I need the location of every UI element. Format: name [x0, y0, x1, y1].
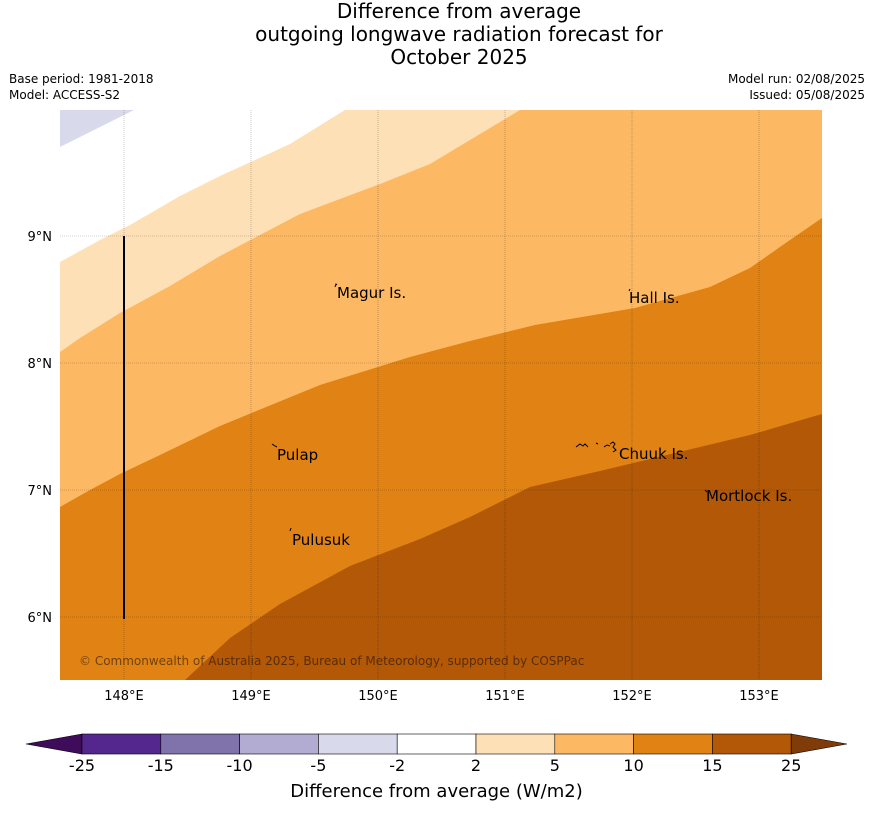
hall-island-shape [628, 288, 631, 292]
lon-tick-label: 153°E [739, 689, 779, 704]
island-outlines [271, 283, 708, 532]
place-label: Chuuk Is. [619, 445, 688, 463]
colorbar-bin [475, 733, 556, 755]
lat-axis: 9°N 8°N 7°N 6°N [28, 230, 53, 626]
colorbar-tick-label: 15 [702, 756, 723, 775]
title-line-3: October 2025 [390, 45, 528, 69]
lon-tick-label: 150°E [358, 689, 398, 704]
meta-right: Model run: 02/08/2025 Issued: 05/08/2025 [728, 71, 865, 103]
colorbar-bin [160, 733, 240, 755]
colorbar-tick-label: 2 [470, 756, 482, 775]
meta-left: Base period: 1981-2018 Model: ACCESS-S2 [9, 71, 154, 103]
lon-axis: 148°E 149°E 150°E 151°E 152°E 153°E [104, 689, 779, 704]
colorbar-bin [318, 733, 398, 755]
colorbar-tick-label: 5 [549, 756, 560, 775]
place-label: Hall Is. [629, 289, 680, 307]
place-label: Mortlock Is. [706, 487, 792, 505]
colorbar-bin [81, 733, 162, 755]
map-title: Difference from average outgoing longwav… [0, 0, 873, 69]
colorbar-tick-label: -25 [68, 756, 96, 775]
issued-date: Issued: 05/08/2025 [749, 88, 865, 102]
place-labels: Magur Is. Hall Is. Pulap Chuuk Is. Mortl… [277, 284, 792, 549]
colorbar [25, 733, 848, 755]
lat-tick-label: 7°N [28, 484, 53, 499]
colorbar-label: Difference from average (W/m2) [290, 781, 583, 802]
band-slightly-negative [60, 110, 134, 147]
colorbar-bin [554, 733, 634, 755]
band-15-to-25 [185, 414, 822, 680]
lat-tick-label: 9°N [28, 230, 53, 245]
colorbar-tick-labels: -25 -15 -10 -5 -2 2 5 10 15 25 [0, 756, 873, 778]
lat-tick-label: 6°N [28, 611, 53, 626]
colorbar-tick-label: -15 [147, 756, 174, 775]
colorbar-bin [396, 733, 477, 755]
colorbar-extend-low [25, 733, 83, 755]
colorbar-tick-label: -10 [226, 756, 253, 775]
colorbar-tick-label: -5 [310, 756, 327, 775]
lon-tick-label: 152°E [612, 689, 652, 704]
chuuk-island-shape [575, 441, 617, 453]
colorbar-bin [633, 733, 713, 755]
lon-tick-label: 149°E [231, 689, 271, 704]
colorbar-tick-label: -2 [389, 756, 406, 775]
base-period: Base period: 1981-2018 [9, 72, 154, 86]
place-label: Pulusuk [292, 531, 350, 549]
place-label: Magur Is. [337, 284, 406, 302]
lat-tick-label: 8°N [28, 357, 53, 372]
pulusuk-island-shape [289, 527, 292, 532]
colorbar-tick-label: 25 [781, 756, 802, 775]
place-label: Pulap [277, 446, 318, 464]
model-name: Model: ACCESS-S2 [9, 88, 121, 102]
lon-tick-label: 151°E [485, 689, 525, 704]
pulap-island-shape [271, 443, 278, 448]
colorbar-tick-label: 10 [623, 756, 644, 775]
anomaly-field: © Commonwealth of Australia 2025, Bureau… [60, 110, 822, 680]
magur-island-shape [334, 283, 338, 288]
colorbar-extend-high [790, 733, 848, 755]
colorbar-bin [239, 733, 319, 755]
title-line-2: outgoing longwave radiation forecast for [255, 22, 663, 46]
title-line-1: Difference from average [336, 0, 582, 23]
colorbar-bin [712, 733, 792, 755]
lon-tick-label: 148°E [104, 689, 144, 704]
copyright-text: © Commonwealth of Australia 2025, Bureau… [79, 654, 584, 668]
mortlock-island-shape [704, 489, 708, 493]
model-run: Model run: 02/08/2025 [727, 72, 865, 86]
